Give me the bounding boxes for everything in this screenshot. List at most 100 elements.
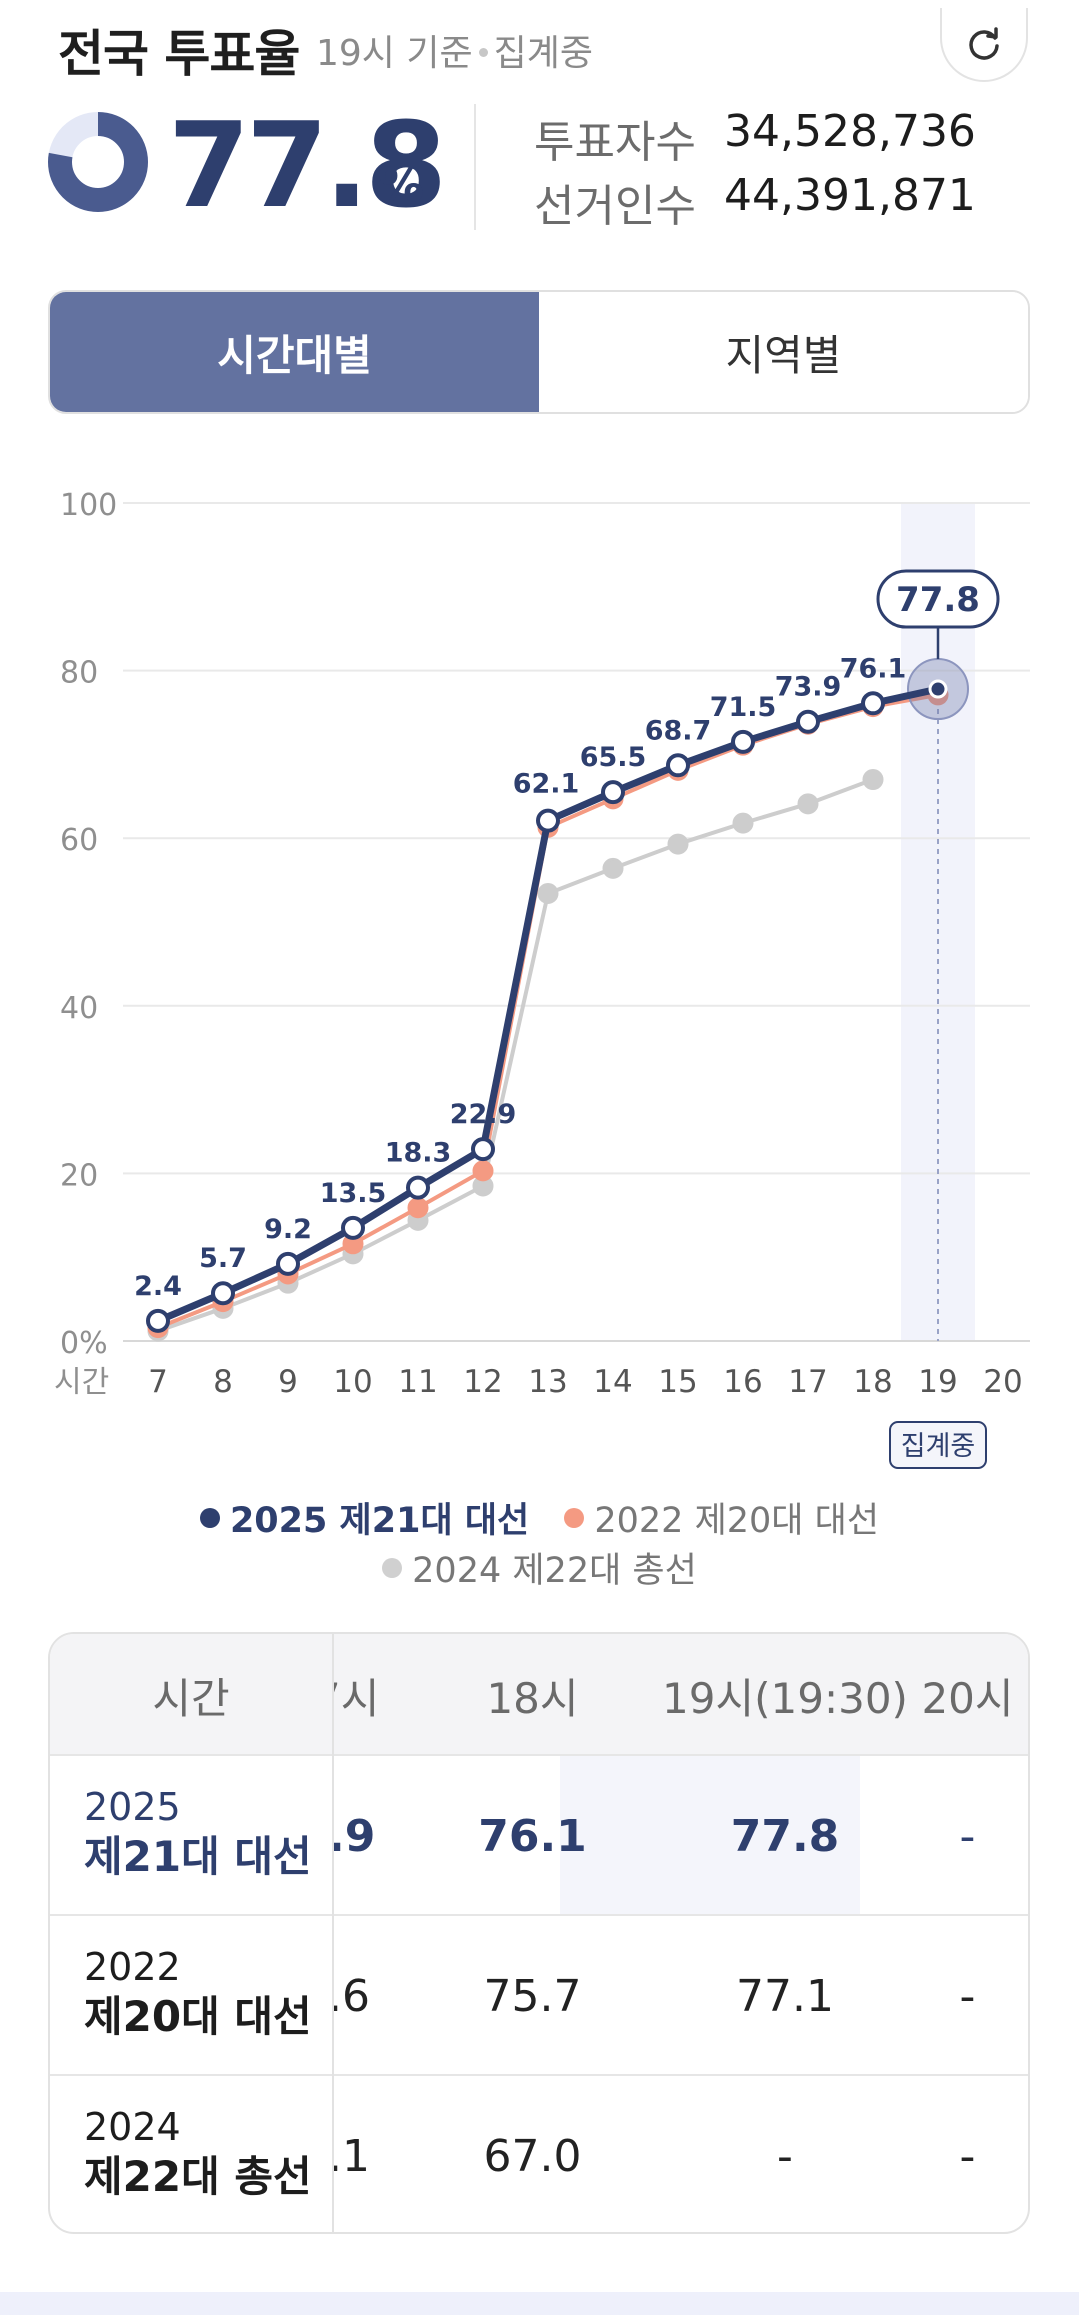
legend-item-2022: 2022 제20대 대선 (564, 1492, 879, 1543)
row-name: 제22대 총선 (84, 2152, 312, 2201)
time-label: 19시 기준 (316, 33, 473, 74)
series-2025-point (731, 729, 755, 754)
header-col-clipped: 7시 (334, 1634, 394, 1756)
data-label: 5.7 (199, 1243, 247, 1274)
table-row[interactable]: 2024 제22대 총선 .1 67.0 - - (50, 2076, 1028, 2232)
cell-clipped: .6 (334, 1916, 394, 2076)
x-tick-label: 10 (333, 1364, 372, 1400)
sticky-column-divider (332, 1634, 334, 2232)
series-2024-point (602, 857, 624, 879)
divider (474, 104, 476, 230)
voters-label: 투표자수 (534, 117, 696, 168)
legend-label: 2022 제20대 대선 (594, 1501, 880, 1541)
row-year: 2024 (84, 2105, 181, 2149)
header-time: 시간 (152, 1673, 230, 1723)
data-label: 76.1 (840, 653, 907, 684)
turnout-summary: 77.8 % 투표자수 34,528,736 선거인수 44,391,871 (48, 100, 1038, 240)
x-tick-label: 15 (658, 1364, 697, 1400)
cell-20: - (959, 1970, 976, 2022)
series-2024-point (797, 793, 819, 815)
turnout-chart: 0% 20 40 60 80 100 시간 7 8 9 10 11 12 13 14 15 16 17 18 19 20… (0, 470, 1079, 1480)
turnout-table: 시간 7시 18시 19시(19:30) 20시 2025 제21대 대선 .9… (48, 1632, 1030, 2234)
cell-19: 77.8 (730, 1810, 840, 1862)
tab-by-time[interactable]: 시간대별 (50, 292, 539, 412)
cell-18: 67.0 (483, 2130, 582, 2182)
legend-label: 2025 제21대 대선 (229, 1501, 530, 1541)
legend: 2025 제21대 대선 2022 제20대 대선 (0, 1492, 1079, 1543)
cell-clipped: .9 (334, 1756, 394, 1916)
line-chart: 0% 20 40 60 80 100 시간 7 8 9 10 11 12 13 14 15 16 17 18 19 20… (54, 488, 1030, 1469)
cell-18: 76.1 (478, 1810, 587, 1862)
callout-value: 77.8 (896, 580, 980, 620)
x-tick-label: 20 (983, 1364, 1022, 1400)
data-label: 18.3 (385, 1138, 452, 1169)
cell-value: .6 (334, 1970, 370, 2022)
voters-value: 34,528,736 (724, 106, 976, 157)
row-label: 2022 제20대 대선 (84, 1942, 312, 2042)
legend-item-2025: 2025 제21대 대선 (199, 1492, 530, 1543)
row-name: 제20대 대선 (84, 1992, 312, 2041)
row-label: 2025 제21대 대선 (84, 1782, 312, 1882)
table-body: 2025 제21대 대선 .9 76.1 77.8 - 2022 제20대 대선… (50, 1756, 1028, 2232)
status-tag-label: 집계중 (901, 1431, 976, 1462)
series-2022-point (472, 1160, 494, 1182)
x-tick-label: 7 (148, 1364, 168, 1400)
page-title: 전국 투표율 (58, 25, 300, 83)
status-tag (889, 1421, 987, 1469)
x-tick-label: 14 (593, 1364, 632, 1400)
callout-box (876, 569, 1000, 629)
electorate-label: 선거인수 (534, 181, 696, 232)
header-20: 20시 (921, 1673, 1014, 1723)
data-label: 71.5 (710, 692, 777, 723)
series-2025-point (928, 679, 948, 699)
legend-label: 2024 제22대 총선 (412, 1551, 697, 1591)
table-row[interactable]: 2022 제20대 대선 .6 75.7 77.1 - (50, 1916, 1028, 2076)
subtitle: 19시 기준 집계중 (316, 24, 593, 76)
cell-19: 77.1 (736, 1970, 834, 2022)
x-tick-label: 19 (918, 1364, 957, 1400)
y-tick-label: 100 (60, 488, 117, 523)
x-tick-label: 11 (398, 1364, 437, 1400)
series-2025-point (471, 1137, 495, 1162)
highlight-cell (560, 1756, 860, 1916)
x-tick-label: 8 (213, 1364, 233, 1400)
cell-19: - (777, 2130, 793, 2182)
view-tabs: 시간대별 지역별 (48, 290, 1030, 414)
bottom-strip (0, 2292, 1079, 2315)
refresh-button[interactable] (940, 8, 1028, 82)
series-2025-point (146, 1308, 170, 1333)
x-axis-label: 시간 (54, 1365, 109, 1400)
series-2024-line (157, 777, 874, 1333)
series-2025-point (211, 1281, 235, 1306)
data-label: 73.9 (775, 672, 842, 703)
series-2025-point (276, 1251, 300, 1276)
turnout-donut (48, 112, 148, 212)
series-2025-point (406, 1175, 430, 1200)
series-2025-point (796, 709, 820, 734)
turnout-unit: % (378, 158, 425, 212)
tab-by-region[interactable]: 지역별 (539, 292, 1028, 412)
y-tick-label: 60 (60, 823, 98, 858)
legend-item-2024: 2024 제22대 총선 (382, 1542, 697, 1593)
series-2025-point (861, 691, 885, 716)
table-header: 시간 7시 18시 19시(19:30) 20시 (50, 1634, 1028, 1756)
series-2024-point (862, 769, 884, 791)
cell-value: .9 (334, 1810, 376, 1862)
cell-18: 75.7 (483, 1970, 582, 2022)
legend-dot (564, 1507, 585, 1528)
refresh-icon (969, 27, 999, 60)
legend-row-2: 2024 제22대 총선 (0, 1542, 1079, 1593)
x-tick-label: 16 (723, 1364, 762, 1400)
series-2024-point (732, 812, 754, 834)
data-label: 65.5 (580, 742, 647, 773)
header: 전국 투표율 19시 기준 집계중 (58, 8, 1038, 88)
data-label: 13.5 (320, 1178, 387, 1209)
y-tick-label: 0% (60, 1326, 108, 1361)
electorate-value: 44,391,871 (724, 170, 976, 221)
legend-dot (199, 1507, 220, 1528)
x-tick-label: 9 (278, 1364, 298, 1400)
cell-value: .1 (334, 2130, 370, 2182)
data-label: 2.4 (134, 1271, 182, 1302)
table-row[interactable]: 2025 제21대 대선 .9 76.1 77.8 - (50, 1756, 1028, 1916)
series-2025-point (666, 753, 690, 778)
